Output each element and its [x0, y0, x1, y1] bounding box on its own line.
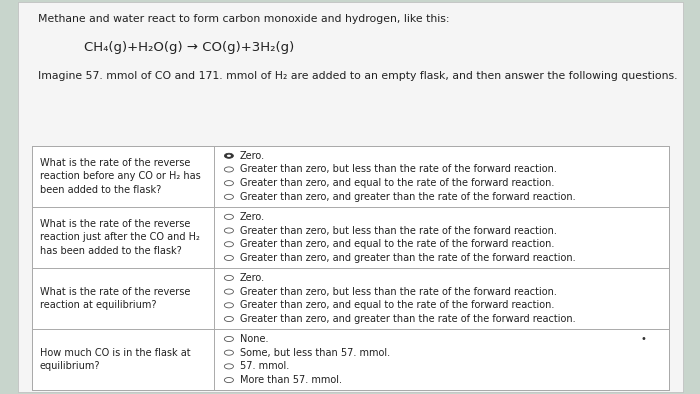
FancyBboxPatch shape [32, 146, 668, 390]
Text: What is the rate of the reverse
reaction before any CO or H₂ has
been added to t: What is the rate of the reverse reaction… [40, 158, 201, 195]
FancyBboxPatch shape [18, 2, 682, 392]
Text: Greater than zero, but less than the rate of the forward reaction.: Greater than zero, but less than the rat… [240, 164, 557, 175]
Circle shape [227, 154, 231, 157]
Text: What is the rate of the reverse
reaction just after the CO and H₂
has been added: What is the rate of the reverse reaction… [40, 219, 200, 256]
Text: Greater than zero, and greater than the rate of the forward reaction.: Greater than zero, and greater than the … [240, 314, 575, 324]
Text: Greater than zero, and greater than the rate of the forward reaction.: Greater than zero, and greater than the … [240, 253, 575, 263]
Text: None.: None. [240, 334, 269, 344]
Text: CH₄(g)+H₂O(g) → CO(g)+3H₂(g): CH₄(g)+H₂O(g) → CO(g)+3H₂(g) [84, 41, 294, 54]
Text: Some, but less than 57. mmol.: Some, but less than 57. mmol. [240, 348, 390, 358]
Text: More than 57. mmol.: More than 57. mmol. [240, 375, 342, 385]
Text: Greater than zero, but less than the rate of the forward reaction.: Greater than zero, but less than the rat… [240, 286, 557, 297]
Text: Greater than zero, and equal to the rate of the forward reaction.: Greater than zero, and equal to the rate… [240, 300, 554, 310]
Text: 57. mmol.: 57. mmol. [240, 361, 289, 372]
Text: Zero.: Zero. [240, 273, 265, 283]
Text: Greater than zero, and equal to the rate of the forward reaction.: Greater than zero, and equal to the rate… [240, 239, 554, 249]
Text: Zero.: Zero. [240, 151, 265, 161]
Text: Greater than zero, and greater than the rate of the forward reaction.: Greater than zero, and greater than the … [240, 192, 575, 202]
Text: What is the rate of the reverse
reaction at equilibrium?: What is the rate of the reverse reaction… [40, 287, 190, 310]
Text: Imagine 57. mmol of CO and 171. mmol of H₂ are added to an empty flask, and then: Imagine 57. mmol of CO and 171. mmol of … [38, 71, 678, 81]
Circle shape [224, 153, 234, 158]
Text: How much CO is in the flask at
equilibrium?: How much CO is in the flask at equilibri… [40, 348, 190, 371]
Text: Greater than zero, but less than the rate of the forward reaction.: Greater than zero, but less than the rat… [240, 225, 557, 236]
Text: •: • [640, 334, 646, 344]
Text: Methane and water react to form carbon monoxide and hydrogen, like this:: Methane and water react to form carbon m… [38, 14, 450, 24]
Text: Zero.: Zero. [240, 212, 265, 222]
Text: Greater than zero, and equal to the rate of the forward reaction.: Greater than zero, and equal to the rate… [240, 178, 554, 188]
